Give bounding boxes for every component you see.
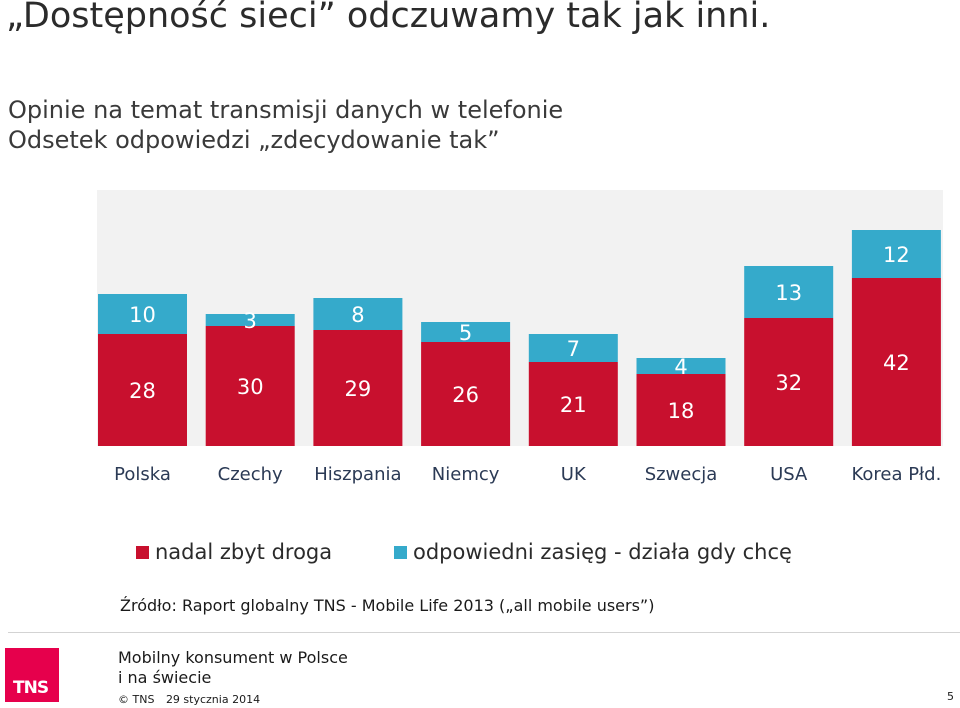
footer-title-line2: i na świecie [118, 668, 212, 687]
bar-segment-teal [528, 334, 618, 362]
bar-segment-red [313, 330, 403, 446]
category-label: Czechy [218, 464, 283, 485]
bar-segment-red [851, 278, 941, 446]
category-label: Hiszpania [314, 464, 401, 485]
legend-swatch-teal [394, 545, 407, 559]
bar-segment-red [421, 342, 511, 446]
tns-logo: TNS [5, 648, 59, 702]
data-label-teal: 7 [567, 337, 580, 361]
bar-segment-red [636, 374, 726, 446]
category-label: Szwecja [645, 464, 718, 485]
legend-label-teal: odpowiedni zasięg - działa gdy chcę [413, 540, 792, 564]
bar-segment-teal [313, 298, 403, 330]
chart-subtitle-line1: Opinie na temat transmisji danych w tele… [8, 96, 564, 124]
data-label-teal: 13 [775, 281, 802, 305]
stacked-bar-chart: 28 10 Polska 30 3 Czechy 29 8 Hiszpania 26 5 Niemcy… [97, 190, 943, 485]
footer-date: 29 stycznia 2014 [165, 693, 261, 706]
legend-item-red: nadal zbyt droga [136, 540, 332, 564]
data-label-red: 28 [129, 379, 156, 403]
chart-subtitle-line2: Odsetek odpowiedzi „zdecydowanie tak” [8, 126, 500, 154]
bar-segment-teal [636, 358, 726, 374]
data-label-teal: 5 [459, 321, 472, 345]
source-note: Źródło: Raport globalny TNS - Mobile Lif… [120, 596, 655, 615]
footer-divider [8, 632, 960, 633]
data-label-red: 21 [560, 393, 587, 417]
footer-title-line1: Mobilny konsument w Polsce [118, 648, 348, 667]
bar-segment-red [528, 362, 618, 446]
legend-item-teal: odpowiedni zasięg - działa gdy chcę [394, 540, 792, 564]
footer-meta: © TNS 29 stycznia 2014 [118, 693, 260, 706]
data-label-red: 26 [452, 383, 479, 407]
data-label-red: 42 [883, 351, 910, 375]
bar-segment-teal [421, 322, 511, 342]
legend-label-red: nadal zbyt droga [155, 540, 333, 564]
bar-segment-teal [744, 266, 834, 318]
bar-segment-red [205, 326, 295, 446]
tns-logo-text: TNS [13, 678, 49, 698]
data-label-red: 18 [668, 399, 695, 423]
legend-swatch-red [136, 545, 149, 559]
bar-segment-teal [98, 294, 187, 334]
page-number: 5 [947, 690, 954, 703]
bar-segment-teal [851, 230, 941, 278]
bar-segment-teal [205, 314, 295, 326]
page-headline: „Dostępność sieci” odczuwamy tak jak inn… [6, 0, 771, 36]
data-label-teal: 12 [883, 243, 910, 267]
footer-title: Mobilny konsument w Polsce i na świecie [118, 648, 348, 688]
bar-segment-red [744, 318, 834, 446]
bar-segment-red [98, 334, 187, 446]
data-label-red: 30 [237, 375, 264, 399]
data-label-teal: 3 [244, 309, 257, 333]
footer-copyright: © TNS [118, 693, 155, 706]
data-label-teal: 10 [129, 303, 156, 327]
data-label-red: 29 [345, 377, 372, 401]
data-label-teal: 4 [674, 355, 687, 379]
data-label-teal: 8 [351, 303, 364, 327]
category-label: USA [770, 464, 808, 485]
category-label: Polska [114, 464, 171, 485]
category-label: Niemcy [432, 464, 500, 485]
category-label: UK [561, 464, 587, 485]
category-label: Korea Płd. [851, 464, 941, 485]
data-label-red: 32 [775, 371, 802, 395]
